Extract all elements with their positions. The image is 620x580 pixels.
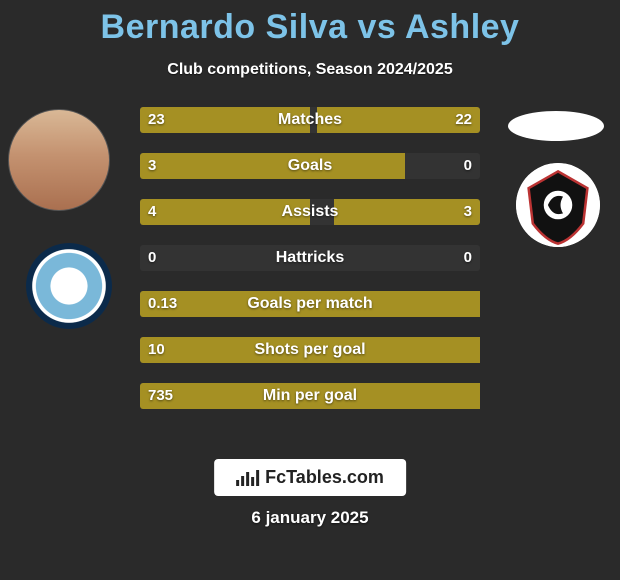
- stat-bar-left: [140, 291, 480, 317]
- stat-row: Goals per match0.13: [140, 291, 480, 317]
- stat-label: Hattricks: [140, 245, 480, 271]
- stat-bar-left: [140, 153, 405, 179]
- stat-value-left: 0: [148, 245, 156, 271]
- stat-bar-left: [140, 107, 310, 133]
- stat-bar-right: [334, 199, 480, 225]
- comparison-subtitle: Club competitions, Season 2024/2025: [0, 61, 620, 79]
- brand-icon: [236, 470, 259, 486]
- stat-row: Hattricks0 0: [140, 245, 480, 271]
- stat-value-right: 22: [455, 107, 472, 133]
- stat-row: Matches2322: [140, 107, 480, 133]
- brand-text: FcTables.com: [265, 467, 384, 488]
- comparison-title: Bernardo Silva vs Ashley: [0, 0, 620, 47]
- stat-value-left: 735: [148, 383, 173, 409]
- club-left-badge: [26, 243, 112, 329]
- stat-row: Goals30: [140, 153, 480, 179]
- stat-value-left: 10: [148, 337, 165, 363]
- player-left-avatar: [8, 109, 110, 211]
- stat-bars: Matches2322Goals30Assists43Hattricks00Go…: [140, 107, 480, 429]
- player-right-avatar: [508, 111, 604, 141]
- stat-row: Min per goal735: [140, 383, 480, 409]
- footer-date: 6 january 2025: [0, 508, 620, 528]
- stat-value-left: 23: [148, 107, 165, 133]
- stat-bar-left: [140, 199, 310, 225]
- stat-value-right: 3: [464, 199, 472, 225]
- stat-bar-left: [140, 383, 480, 409]
- stat-value-left: 0.13: [148, 291, 177, 317]
- stat-row: Shots per goal10: [140, 337, 480, 363]
- stat-bar-left: [140, 337, 480, 363]
- stat-value-left: 3: [148, 153, 156, 179]
- brand-badge: FcTables.com: [214, 459, 406, 496]
- stat-value-right: 0: [464, 245, 472, 271]
- stat-value-left: 4: [148, 199, 156, 225]
- club-right-badge: [516, 163, 600, 247]
- stat-value-right: 0: [464, 153, 472, 179]
- stat-row: Assists43: [140, 199, 480, 225]
